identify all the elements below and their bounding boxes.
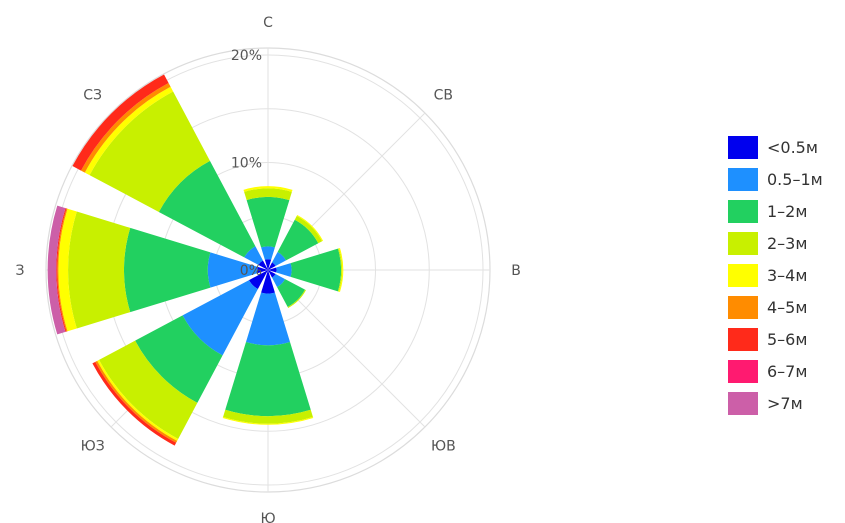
petal-segment: [244, 188, 292, 201]
petal-segment: [337, 248, 343, 292]
petal-segment: [84, 86, 174, 176]
direction-label: В: [511, 263, 521, 279]
legend-label: 0.5–1м: [767, 169, 823, 189]
legend-swatch: [728, 231, 758, 255]
legend-label: 4–5м: [767, 297, 808, 317]
petal-segment: [58, 208, 77, 332]
petal-segment: [225, 341, 311, 417]
direction-label: СВ: [434, 88, 453, 104]
petal-segment: [207, 252, 258, 288]
ring-label: 10%: [231, 156, 262, 172]
petal-segment: [222, 417, 314, 425]
direction-label: ЮЗ: [81, 438, 105, 454]
legend-label: 2–3м: [767, 233, 808, 253]
petal-segment: [89, 91, 210, 212]
legend: <0.5м 0.5–1м 1–2м 2–3м 3–4м 4–5м 5–6м 6–…: [728, 131, 823, 419]
petal-segment: [123, 227, 211, 313]
petal-segment: [261, 270, 275, 294]
petal-segment: [268, 270, 276, 278]
legend-item: >7м: [728, 387, 823, 419]
legend-label: 3–4м: [767, 265, 808, 285]
petal-segment: [261, 246, 275, 260]
petal-segment: [243, 186, 293, 192]
petal-segment: [68, 211, 131, 329]
petal-segment: [244, 246, 263, 265]
petal-segment: [249, 270, 268, 289]
petal-segment: [272, 251, 287, 266]
direction-label: СЗ: [83, 88, 102, 104]
legend-item: <0.5м: [728, 131, 823, 163]
legend-item: 4–5м: [728, 291, 823, 323]
direction-label: ЮВ: [431, 438, 456, 454]
ring-label: 20%: [231, 48, 262, 64]
legend-swatch: [728, 327, 758, 351]
petal-segment: [57, 208, 68, 332]
petal-segment: [290, 248, 342, 292]
petal-segment: [338, 247, 344, 293]
legend-label: 5–6м: [767, 329, 808, 349]
petal-segment: [277, 279, 306, 308]
petal-segment: [72, 74, 169, 171]
legend-label: <0.5м: [767, 137, 818, 157]
axis-labels: С СВ В ЮВ Ю ЮЗ З СЗ 0% 10% 20%: [16, 15, 521, 523]
direction-label: Ю: [260, 511, 275, 523]
petal-segment: [294, 215, 323, 244]
legend-item: 1–2м: [728, 195, 823, 227]
petal-segment: [135, 315, 223, 403]
ring-label: 0%: [240, 263, 262, 279]
legend-swatch: [728, 263, 758, 287]
legend-swatch: [728, 135, 758, 159]
petal-segment: [277, 219, 319, 261]
petal-segment: [264, 259, 272, 270]
legend-label: >7м: [767, 393, 803, 413]
petal-segment: [268, 262, 276, 270]
direction-label: З: [16, 263, 25, 279]
wind-petals: [47, 74, 344, 446]
petal-segment: [258, 260, 268, 270]
petal-segment: [257, 266, 268, 274]
legend-label: 1–2м: [767, 201, 808, 221]
legend-label: 6–7м: [767, 361, 808, 381]
legend-item: 0.5–1м: [728, 163, 823, 195]
petal-segment: [223, 409, 313, 424]
direction-label: С: [263, 15, 273, 31]
petal-segment: [158, 160, 256, 258]
legend-item: 2–3м: [728, 227, 823, 259]
legend-item: 5–6м: [728, 323, 823, 355]
legend-swatch: [728, 167, 758, 191]
legend-item: 3–4м: [728, 259, 823, 291]
legend-swatch: [728, 199, 758, 223]
petal-segment: [47, 205, 66, 335]
petal-segment: [56, 208, 67, 332]
legend-swatch: [728, 295, 758, 319]
petal-segment: [246, 196, 290, 248]
petal-segment: [287, 289, 306, 308]
petal-segment: [182, 280, 258, 356]
legend-item: 6–7м: [728, 355, 823, 387]
petal-segment: [99, 340, 198, 439]
petal-segment: [245, 292, 291, 346]
petal-segment: [268, 267, 277, 273]
petal-segment: [276, 263, 292, 277]
petal-segment: [272, 274, 286, 288]
legend-swatch: [728, 391, 758, 415]
legend-swatch: [728, 359, 758, 383]
